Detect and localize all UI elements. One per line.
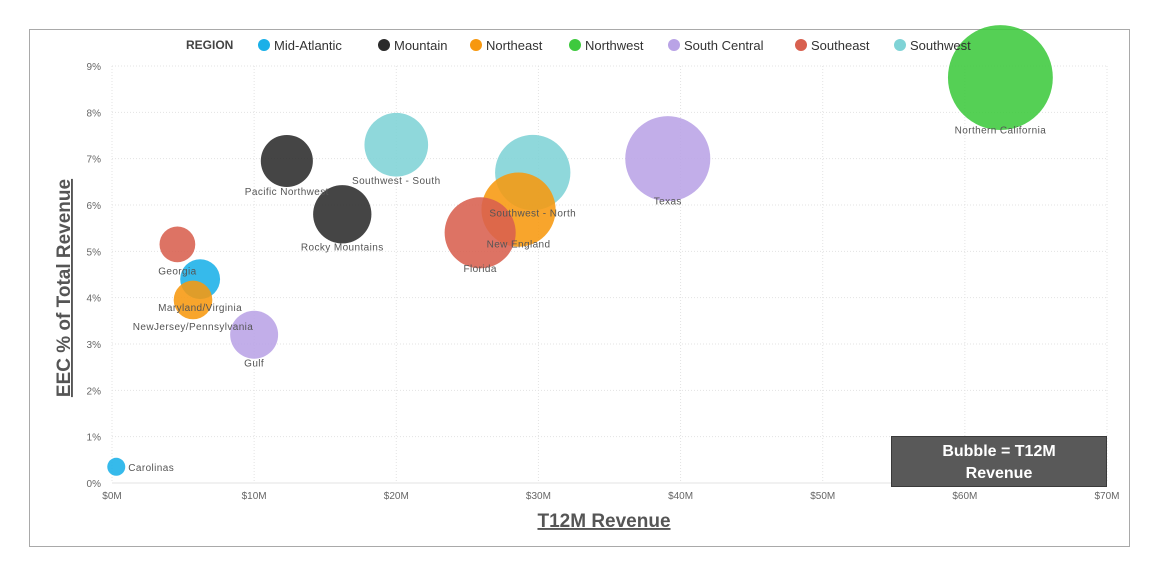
bubble-georgia[interactable] (159, 226, 196, 263)
y-tick-label: 1% (87, 433, 102, 444)
legend-label-southeast[interactable]: Southeast (811, 38, 870, 53)
bubble-label-southwest-south: Southwest - South (352, 176, 441, 187)
bubble-label-gulf: Gulf (244, 359, 264, 370)
x-tick-label: $40M (668, 491, 693, 502)
y-tick-label: 3% (87, 340, 102, 351)
legend-label-south-central[interactable]: South Central (684, 38, 764, 53)
bubble-carolinas[interactable] (107, 457, 126, 476)
bubble-label-florida: Florida (463, 264, 496, 275)
x-tick-label: $30M (526, 491, 551, 502)
bubble-florida[interactable] (444, 197, 516, 269)
legend-marker-northwest[interactable] (569, 39, 581, 51)
legend-marker-mid-atlantic[interactable] (258, 39, 270, 51)
bubble-texas[interactable] (625, 116, 711, 202)
x-tick-label: $20M (384, 491, 409, 502)
x-tick-label: $60M (952, 491, 977, 502)
x-tick-label: $0M (102, 491, 121, 502)
y-tick-label: 2% (87, 386, 102, 397)
bubble-label-northern-california: Northern California (955, 126, 1047, 137)
bubble-size-note-line1: Bubble = T12M (942, 443, 1056, 460)
y-axis-title: EEC % of Total Revenue (54, 179, 75, 397)
legend-label-mid-atlantic[interactable]: Mid-Atlantic (274, 38, 342, 53)
y-tick-label: 9% (87, 62, 102, 73)
legend-marker-southwest[interactable] (894, 39, 906, 51)
y-tick-label: 5% (87, 247, 102, 258)
y-tick-label: 7% (87, 155, 102, 166)
x-tick-label: $70M (1094, 491, 1119, 502)
bubble-pacific-northwest[interactable] (260, 134, 313, 188)
bubble-label-carolinas: Carolinas (128, 463, 174, 474)
bubble-size-note-line2: Revenue (965, 465, 1033, 482)
y-tick-label: 0% (87, 479, 102, 490)
bubble-label-texas: Texas (654, 197, 682, 208)
bubble-newjersey-pennsylvania[interactable] (173, 280, 213, 320)
bubble-gulf[interactable] (230, 310, 279, 359)
x-tick-label: $10M (242, 491, 267, 502)
bubble-label-georgia: Georgia (158, 266, 196, 277)
legend-marker-southeast[interactable] (795, 39, 807, 51)
bubble-label-rocky-mountains: Rocky Mountains (301, 242, 384, 253)
legend-marker-south-central[interactable] (668, 39, 680, 51)
bubbles (107, 25, 1053, 476)
legend-label-northwest[interactable]: Northwest (585, 38, 644, 53)
bubble-southwest-south[interactable] (364, 112, 429, 177)
y-tick-label: 6% (87, 201, 102, 212)
bubble-labels: Northern California Texas Southwest - Nort… (128, 126, 1046, 474)
bubble-northern-california[interactable] (947, 25, 1053, 131)
y-tick-label: 8% (87, 108, 102, 119)
bubble-label-pacific-northwest: Pacific Northwest (245, 187, 329, 198)
legend[interactable]: REGION Mid-Atlantic Mountain Northeast Nort… (186, 38, 971, 53)
y-tick-label: 4% (87, 294, 102, 305)
bubble-label-newjersey-pennsylvania: NewJersey/Pennsylvania (133, 322, 254, 333)
x-tick-label: $50M (810, 491, 835, 502)
legend-marker-mountain[interactable] (378, 39, 390, 51)
bubble-label-new-england: New England (487, 240, 551, 251)
legend-label-mountain[interactable]: Mountain (394, 38, 447, 53)
x-axis-title: T12M Revenue (537, 511, 670, 532)
axis-ticks: 0% 1% 2% 3% 4% 5% 6% 7% 8% 9% $0M $10M $20M $30M $40M $… (87, 62, 1120, 502)
bubble-rocky-mountains[interactable] (313, 185, 372, 244)
legend-label-northeast[interactable]: Northeast (486, 38, 543, 53)
legend-label-southwest[interactable]: Southwest (910, 38, 971, 53)
legend-title: REGION (186, 38, 233, 52)
bubble-label-southwest-north: Southwest - North (489, 209, 576, 220)
bubble-label-maryland-virginia: Maryland/Virginia (158, 303, 242, 314)
legend-marker-northeast[interactable] (470, 39, 482, 51)
bubble-size-note: Bubble = T12M Revenue (891, 436, 1107, 487)
